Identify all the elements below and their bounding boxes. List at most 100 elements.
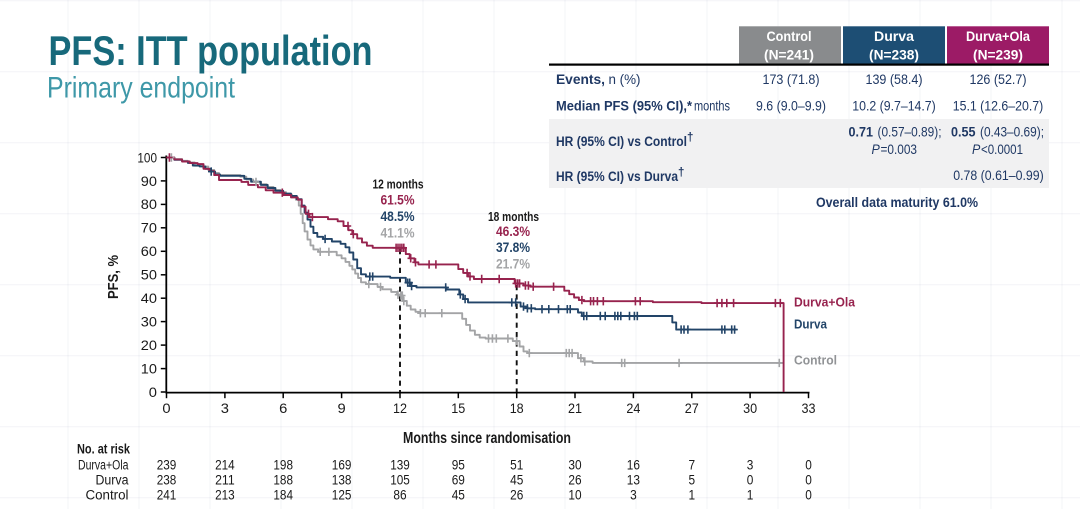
svg-text:0: 0 (149, 384, 157, 400)
svg-text:184: 184 (273, 487, 293, 503)
svg-text:188: 188 (273, 472, 293, 488)
svg-text:1: 1 (747, 487, 754, 503)
svg-text:139: 139 (390, 457, 410, 473)
svg-text:(N=238): (N=238) (869, 46, 919, 62)
svg-text:0.71: 0.71 (849, 125, 874, 140)
svg-text:0: 0 (805, 472, 812, 488)
svg-text:Control: Control (767, 28, 812, 44)
svg-text:86: 86 (393, 487, 406, 503)
svg-text:214: 214 (215, 457, 235, 473)
svg-text:69: 69 (452, 472, 465, 488)
svg-text:HR (95% CI) vs Durva: HR (95% CI) vs Durva (556, 169, 678, 184)
svg-text:51: 51 (510, 457, 523, 473)
svg-text:70: 70 (141, 220, 157, 236)
svg-text:198: 198 (273, 457, 293, 473)
svg-text:45: 45 (510, 472, 523, 488)
svg-text:10.2 (9.7–14.7): 10.2 (9.7–14.7) (852, 99, 936, 114)
svg-text:40: 40 (141, 290, 157, 306)
svg-text:48.5%: 48.5% (381, 209, 415, 224)
svg-text:PFS, %: PFS, % (106, 255, 122, 299)
svg-text:n (%): n (%) (609, 72, 641, 87)
svg-text:Months since randomisation: Months since randomisation (403, 430, 571, 447)
svg-text:PFS: ITT population: PFS: ITT population (49, 27, 373, 74)
svg-text:No. at risk: No. at risk (77, 441, 130, 457)
svg-text:239: 239 (157, 457, 177, 473)
svg-text:60: 60 (141, 243, 157, 259)
svg-text:15: 15 (451, 400, 465, 416)
svg-text:Median PFS (95% CI),*: Median PFS (95% CI),* (556, 99, 693, 114)
svg-text:Events,: Events, (556, 72, 605, 87)
svg-text:<0.0001: <0.0001 (981, 142, 1023, 157)
svg-text:241: 241 (157, 487, 177, 503)
svg-text:Control: Control (86, 488, 129, 503)
svg-text:(N=239): (N=239) (973, 46, 1023, 62)
svg-text:1: 1 (689, 487, 696, 503)
svg-text:0.55: 0.55 (951, 125, 976, 140)
svg-text:=0.003: =0.003 (881, 142, 918, 157)
svg-text:213: 213 (215, 487, 235, 503)
svg-text:Primary endpoint: Primary endpoint (47, 72, 236, 105)
svg-text:12 months: 12 months (373, 177, 424, 192)
svg-text:126 (52.7): 126 (52.7) (970, 72, 1027, 87)
svg-text:90: 90 (141, 173, 157, 189)
svg-text:Durva+Ola: Durva+Ola (794, 296, 856, 310)
svg-text:18: 18 (510, 400, 524, 416)
svg-text:Durva+Ola: Durva+Ola (78, 458, 129, 473)
svg-text:P: P (872, 142, 880, 157)
svg-text:46.3%: 46.3% (496, 224, 530, 239)
svg-text:3: 3 (630, 487, 637, 503)
svg-text:6: 6 (279, 400, 287, 416)
svg-text:139 (58.4): 139 (58.4) (866, 72, 923, 87)
svg-text:10: 10 (141, 360, 157, 376)
svg-text:9: 9 (338, 400, 346, 416)
svg-text:21.7%: 21.7% (496, 256, 530, 271)
svg-text:9.6 (9.0–9.9): 9.6 (9.0–9.9) (756, 99, 826, 114)
svg-text:16: 16 (627, 457, 640, 473)
svg-text:12: 12 (393, 400, 407, 416)
svg-text:105: 105 (390, 472, 410, 488)
svg-text:50: 50 (141, 267, 157, 283)
svg-text:10: 10 (568, 487, 581, 503)
svg-text:HR (95% CI) vs Control: HR (95% CI) vs Control (556, 134, 687, 149)
svg-text:5: 5 (689, 472, 696, 488)
svg-text:37.8%: 37.8% (496, 240, 530, 255)
svg-text:26: 26 (568, 472, 581, 488)
svg-text:0.78 (0.61–0.99): 0.78 (0.61–0.99) (953, 168, 1044, 183)
svg-text:Durva: Durva (96, 473, 129, 488)
svg-text:18 months: 18 months (488, 209, 539, 224)
svg-text:61.5%: 61.5% (381, 193, 415, 208)
svg-text:41.1%: 41.1% (381, 226, 415, 241)
svg-text:80: 80 (141, 196, 157, 212)
svg-text:(0.57–0.89);: (0.57–0.89); (878, 125, 942, 140)
svg-text:months: months (694, 99, 730, 114)
svg-text:27: 27 (685, 400, 699, 416)
svg-text:24: 24 (626, 400, 640, 416)
svg-text:(0.43–0.69);: (0.43–0.69); (980, 125, 1044, 140)
svg-text:Durva: Durva (794, 318, 828, 332)
svg-text:30: 30 (141, 313, 157, 329)
svg-text:13: 13 (627, 472, 640, 488)
svg-text:20: 20 (141, 337, 157, 353)
svg-text:7: 7 (689, 457, 696, 473)
svg-text:45: 45 (452, 487, 465, 503)
svg-text:125: 125 (332, 487, 352, 503)
svg-text:138: 138 (332, 472, 352, 488)
svg-text:†: † (687, 132, 693, 144)
svg-text:238: 238 (157, 472, 177, 488)
svg-text:(N=241): (N=241) (764, 46, 814, 62)
svg-text:0: 0 (805, 457, 812, 473)
svg-text:0: 0 (162, 400, 170, 416)
svg-text:P: P (972, 142, 980, 157)
svg-text:0: 0 (805, 487, 812, 503)
svg-text:30: 30 (743, 400, 757, 416)
svg-text:95: 95 (452, 457, 465, 473)
svg-text:15.1 (12.6–20.7): 15.1 (12.6–20.7) (953, 99, 1044, 114)
svg-text:33: 33 (802, 400, 816, 416)
svg-text:†: † (678, 167, 684, 179)
svg-text:0: 0 (747, 472, 754, 488)
svg-text:30: 30 (568, 457, 581, 473)
svg-text:Durva+Ola: Durva+Ola (966, 28, 1030, 44)
svg-text:3: 3 (747, 457, 754, 473)
svg-text:Control: Control (794, 354, 837, 368)
svg-text:Overall data maturity 61.0%: Overall data maturity 61.0% (816, 195, 978, 210)
